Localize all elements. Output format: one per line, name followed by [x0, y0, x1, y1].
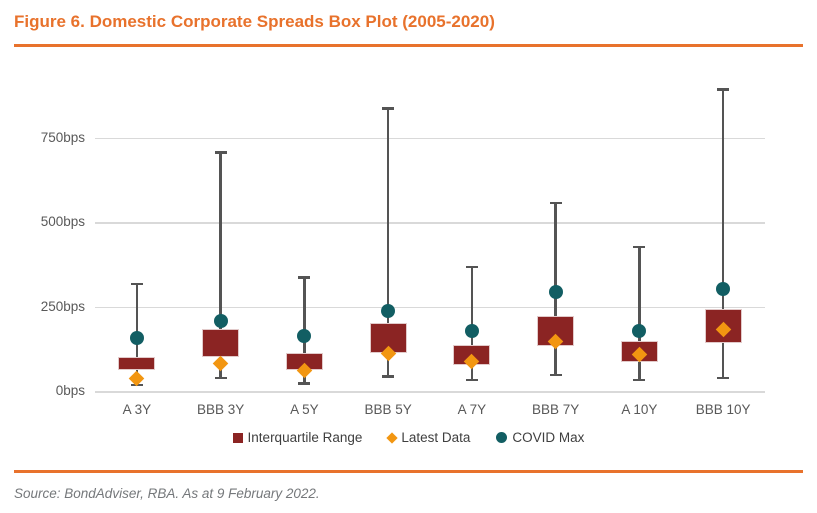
legend-item-latest-data: Latest Data [386, 430, 471, 445]
gridline [95, 137, 765, 140]
legend-item-covid-max: COVID Max [496, 430, 584, 445]
whisker-cap-bottom [549, 373, 562, 377]
x-axis-category-label: A 10Y [621, 402, 658, 417]
whisker-cap-bottom [465, 378, 478, 382]
legend-label: Latest Data [401, 430, 471, 445]
gridline [95, 222, 765, 224]
chart-legend: Interquartile Range Latest Data COVID Ma… [0, 430, 817, 445]
interquartile-range-box [118, 356, 156, 371]
whisker-cap-bottom [717, 376, 730, 380]
x-axis-category-label: BBB 10Y [695, 402, 751, 417]
divider-bottom [14, 470, 803, 473]
whisker-cap-top [130, 282, 143, 286]
whisker-cap-top [465, 265, 478, 269]
x-axis-category-label: BBB 5Y [364, 402, 412, 417]
legend-label: COVID Max [512, 430, 585, 445]
whisker-cap-top [214, 151, 227, 154]
legend-label: Interquartile Range [247, 430, 363, 445]
covid-max-circle [716, 281, 731, 296]
whisker-cap-bottom [298, 382, 311, 385]
y-axis-tick-label: 0bps [55, 383, 85, 398]
square-marker-icon [232, 432, 243, 443]
y-axis-tick-label: 750bps [40, 129, 85, 145]
y-axis-tick-label: 250bps [40, 298, 85, 314]
covid-max-circle [297, 329, 312, 344]
whisker-line [721, 89, 725, 379]
x-axis-category-label: BBB 3Y [196, 402, 245, 417]
covid-max-circle [381, 303, 396, 318]
whisker-cap-top [633, 245, 646, 249]
whisker-cap-top [717, 88, 730, 91]
circle-marker-icon [496, 432, 508, 443]
whisker-line [386, 108, 390, 377]
covid-max-circle [129, 330, 144, 345]
gridline [95, 391, 765, 393]
x-axis-category-label: BBB 7Y [531, 402, 580, 417]
whisker-cap-top [549, 201, 562, 205]
y-axis-tick-label: 500bps [40, 214, 85, 229]
whisker-cap-bottom [382, 375, 395, 378]
figure-title: Figure 6. Domestic Corporate Spreads Box… [14, 12, 495, 31]
covid-max-circle [213, 314, 228, 329]
latest-data-diamond [212, 355, 229, 372]
whisker-line [219, 152, 222, 379]
whisker-cap-bottom [214, 376, 227, 380]
divider-top [14, 44, 803, 47]
whisker-cap-top [382, 107, 395, 110]
whisker-line [638, 246, 641, 381]
x-axis-category-label: A 3Y [122, 402, 152, 417]
gridline [95, 306, 765, 309]
diamond-marker-icon [386, 431, 399, 444]
whisker-cap-bottom [633, 378, 646, 382]
legend-item-interquartile-range: Interquartile Range [232, 430, 363, 445]
covid-max-circle [632, 324, 647, 339]
covid-max-circle [548, 285, 563, 300]
whisker-cap-top [298, 276, 311, 279]
x-axis-category-label: A 5Y [290, 402, 319, 417]
source-note: Source: BondAdviser, RBA. As at 9 Februa… [14, 486, 320, 501]
interquartile-range-box [202, 329, 240, 357]
whisker-line [470, 266, 474, 381]
covid-max-circle [464, 324, 479, 339]
x-axis-category-label: A 7Y [457, 402, 487, 417]
